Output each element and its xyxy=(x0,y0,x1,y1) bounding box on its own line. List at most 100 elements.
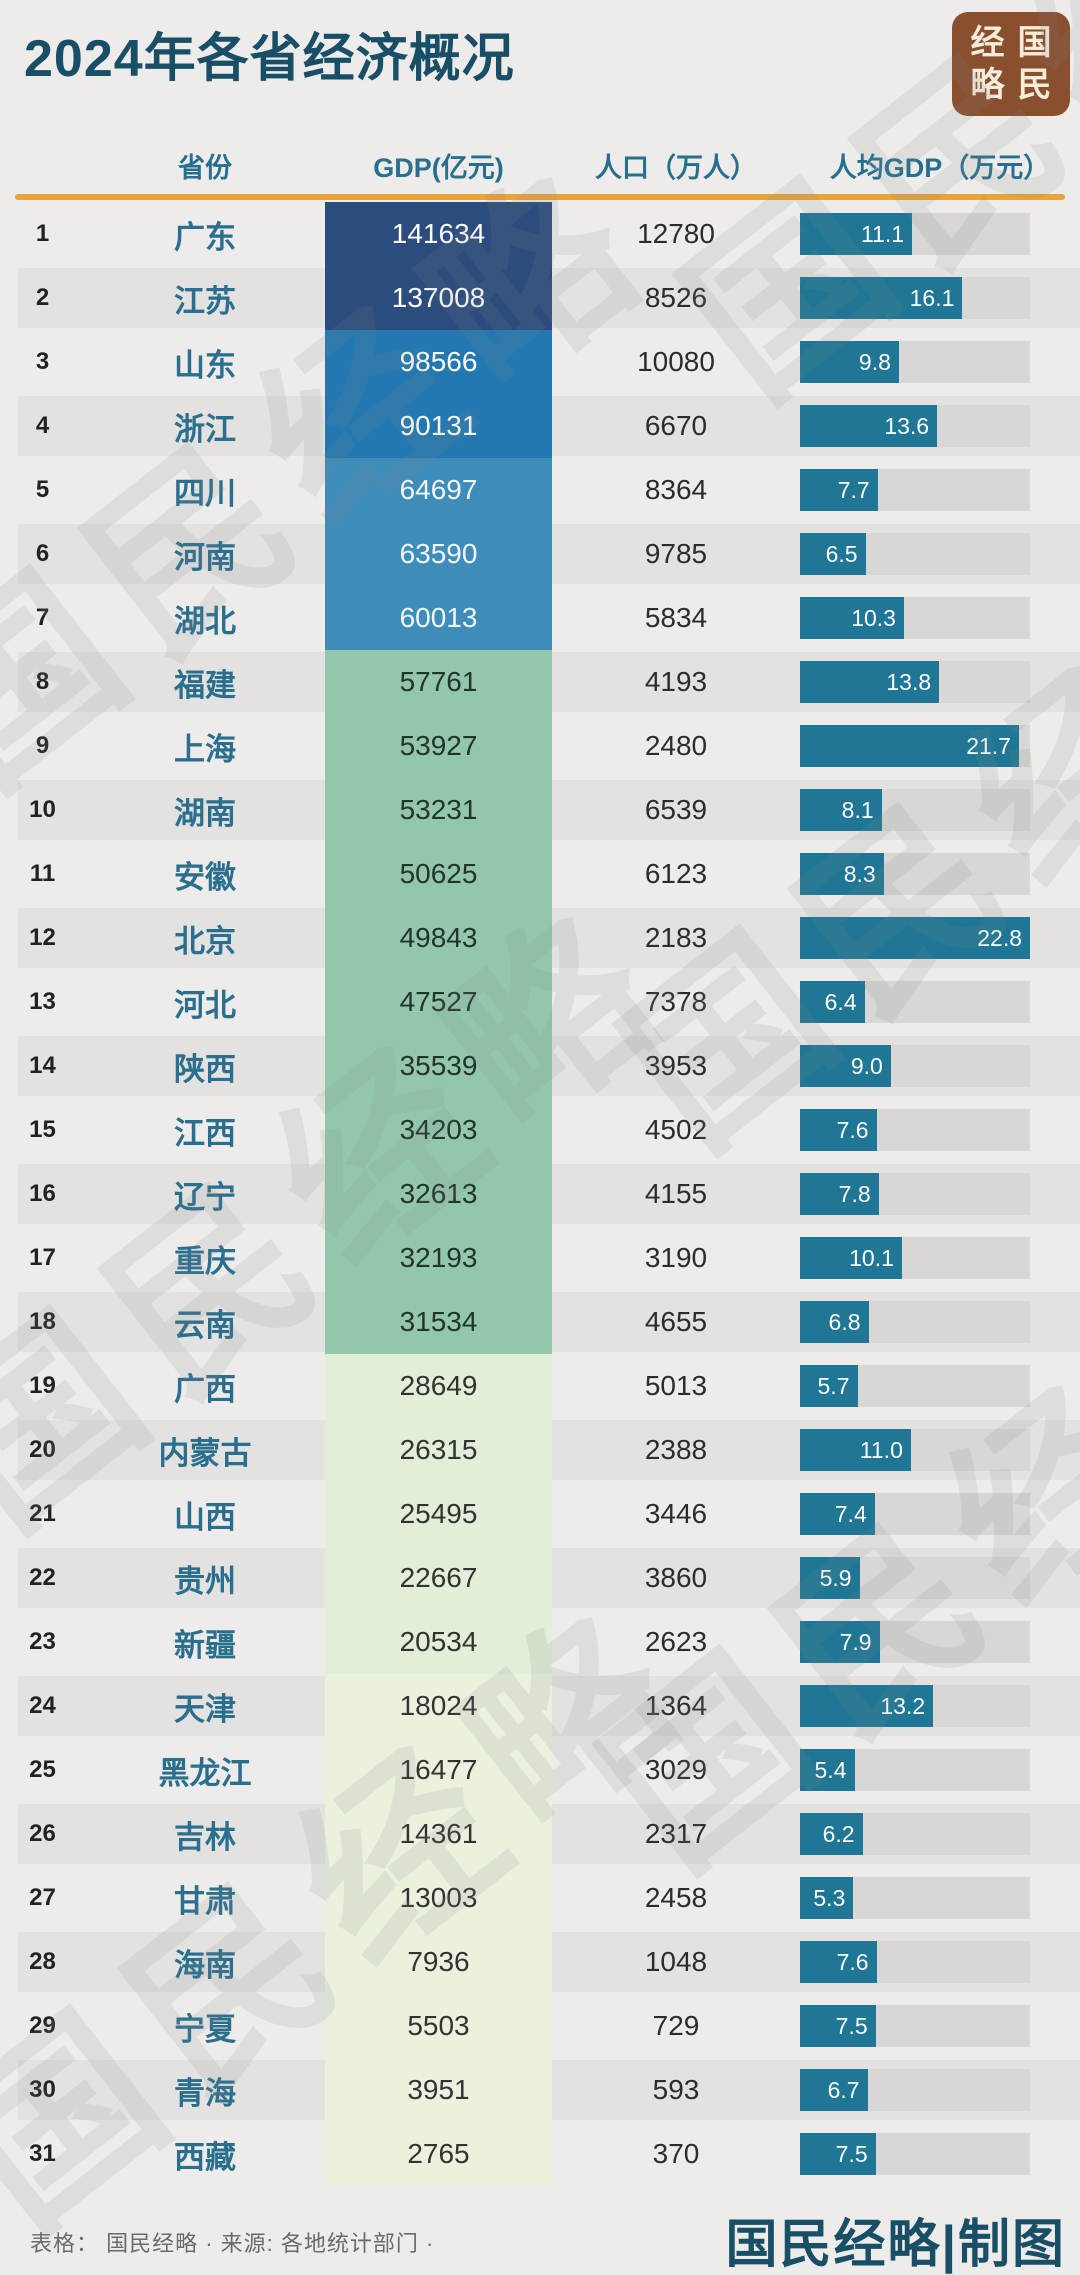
per-capita-value: 5.4 xyxy=(814,1756,847,1783)
rank-cell: 5 xyxy=(35,476,50,503)
per-capita-bar-cell: 7.8 xyxy=(800,1162,1080,1226)
per-capita-bar-track: 8.3 xyxy=(800,853,1030,895)
population-cell: 3029 xyxy=(644,1754,708,1785)
per-capita-bar-fill: 9.8 xyxy=(800,341,899,383)
per-capita-bar-track: 7.5 xyxy=(800,2133,1030,2175)
rank-cell: 20 xyxy=(29,1436,56,1463)
population-cell: 8364 xyxy=(644,474,708,505)
gdp-cell: 3951 xyxy=(325,2058,552,2122)
table-row: 20 内蒙古 26315 2388 11.0 xyxy=(0,1418,1080,1482)
per-capita-bar-fill: 16.1 xyxy=(800,277,963,319)
per-capita-bar-fill: 7.6 xyxy=(800,1941,877,1983)
per-capita-bar-fill: 11.1 xyxy=(800,213,912,255)
per-capita-bar-fill: 8.1 xyxy=(800,789,882,831)
table-row: 3 山东 98566 10080 9.8 xyxy=(0,330,1080,394)
per-capita-bar-cell: 13.2 xyxy=(800,1674,1080,1738)
per-capita-bar-cell: 21.7 xyxy=(800,714,1080,778)
population-cell: 4502 xyxy=(644,1114,708,1145)
rank-cell: 19 xyxy=(29,1372,56,1399)
rank-cell: 8 xyxy=(35,668,50,695)
per-capita-bar-cell: 5.3 xyxy=(800,1866,1080,1930)
per-capita-bar-cell: 6.2 xyxy=(800,1802,1080,1866)
logo-char-3: 略 xyxy=(970,66,1005,104)
rank-cell: 3 xyxy=(35,348,50,375)
per-capita-bar-cell: 7.5 xyxy=(800,2122,1080,2186)
column-header-province: 省份 xyxy=(178,152,232,183)
population-cell: 10080 xyxy=(637,346,715,377)
gdp-cell: 47527 xyxy=(325,970,552,1034)
per-capita-bar-cell: 7.7 xyxy=(800,458,1080,522)
table-row: 2 江苏 137008 8526 16.1 xyxy=(0,266,1080,330)
population-cell: 4193 xyxy=(644,666,708,697)
rank-cell: 7 xyxy=(35,604,50,631)
gdp-cell: 20534 xyxy=(325,1610,552,1674)
per-capita-bar-fill: 7.5 xyxy=(800,2005,876,2047)
gdp-cell: 98566 xyxy=(325,330,552,394)
header-divider-line xyxy=(15,194,1065,200)
province-cell: 山东 xyxy=(174,347,236,383)
province-cell: 陕西 xyxy=(174,1051,236,1087)
per-capita-bar-fill: 13.6 xyxy=(800,405,938,447)
population-cell: 2480 xyxy=(644,730,708,761)
table-row: 7 湖北 60013 5834 10.3 xyxy=(0,586,1080,650)
rank-cell: 10 xyxy=(29,796,56,823)
table-row: 23 新疆 20534 2623 7.9 xyxy=(0,1610,1080,1674)
population-cell: 6123 xyxy=(644,858,708,889)
table-row: 1 广东 141634 12780 11.1 xyxy=(0,202,1080,266)
per-capita-value: 9.0 xyxy=(850,1052,883,1079)
rank-cell: 23 xyxy=(29,1628,56,1655)
population-cell: 2183 xyxy=(644,922,708,953)
per-capita-value: 7.9 xyxy=(839,1628,872,1655)
province-cell: 广东 xyxy=(174,219,236,255)
gdp-cell: 28649 xyxy=(325,1354,552,1418)
per-capita-bar-track: 16.1 xyxy=(800,277,1030,319)
per-capita-bar-fill: 7.9 xyxy=(800,1621,880,1663)
province-cell: 江西 xyxy=(174,1115,236,1151)
gdp-cell: 34203 xyxy=(325,1098,552,1162)
province-cell: 天津 xyxy=(174,1691,236,1727)
per-capita-bar-cell: 6.4 xyxy=(800,970,1080,1034)
population-cell: 6539 xyxy=(644,794,708,825)
per-capita-bar-fill: 21.7 xyxy=(800,725,1019,767)
per-capita-bar-track: 7.8 xyxy=(800,1173,1030,1215)
rank-cell: 2 xyxy=(35,284,50,311)
rank-cell: 31 xyxy=(29,2140,56,2167)
per-capita-bar-track: 7.9 xyxy=(800,1621,1030,1663)
per-capita-value: 7.8 xyxy=(838,1180,871,1207)
gdp-cell: 26315 xyxy=(325,1418,552,1482)
gdp-cell: 18024 xyxy=(325,1674,552,1738)
table-row: 5 四川 64697 8364 7.7 xyxy=(0,458,1080,522)
gdp-cell: 60013 xyxy=(325,586,552,650)
province-cell: 吉林 xyxy=(174,1819,236,1855)
population-cell: 9785 xyxy=(644,538,708,569)
per-capita-bar-cell: 7.4 xyxy=(800,1482,1080,1546)
table-row: 30 青海 3951 593 6.7 xyxy=(0,2058,1080,2122)
province-cell: 甘肃 xyxy=(174,1883,236,1919)
per-capita-bar-cell: 7.6 xyxy=(800,1930,1080,1994)
per-capita-bar-track: 7.6 xyxy=(800,1109,1030,1151)
gdp-cell: 64697 xyxy=(325,458,552,522)
per-capita-bar-fill: 5.4 xyxy=(800,1749,855,1791)
per-capita-value: 7.5 xyxy=(835,2012,868,2039)
per-capita-value: 11.0 xyxy=(859,1436,903,1463)
per-capita-bar-track: 7.5 xyxy=(800,2005,1030,2047)
per-capita-bar-cell: 13.6 xyxy=(800,394,1080,458)
province-cell: 湖北 xyxy=(174,603,236,639)
logo-char-4: 民 xyxy=(1017,66,1052,104)
table-row: 8 福建 57761 4193 13.8 xyxy=(0,650,1080,714)
footer-source-note: 表格： 国民经略 · 来源: 各地统计部门 · xyxy=(30,2231,435,2256)
gdp-cell: 53231 xyxy=(325,778,552,842)
footer-credit: 国民经略|制图 xyxy=(725,2216,1066,2274)
per-capita-value: 13.6 xyxy=(884,412,930,439)
per-capita-value: 7.4 xyxy=(834,1500,867,1527)
per-capita-value: 8.1 xyxy=(841,796,874,823)
per-capita-value: 11.1 xyxy=(860,220,904,247)
province-cell: 内蒙古 xyxy=(158,1435,252,1471)
population-cell: 4155 xyxy=(644,1178,708,1209)
per-capita-bar-cell: 5.9 xyxy=(800,1546,1080,1610)
per-capita-value: 6.5 xyxy=(825,540,858,567)
per-capita-bar-track: 22.8 xyxy=(800,917,1030,959)
per-capita-bar-track: 6.5 xyxy=(800,533,1030,575)
per-capita-bar-track: 13.2 xyxy=(800,1685,1030,1727)
population-cell: 12780 xyxy=(637,218,715,249)
